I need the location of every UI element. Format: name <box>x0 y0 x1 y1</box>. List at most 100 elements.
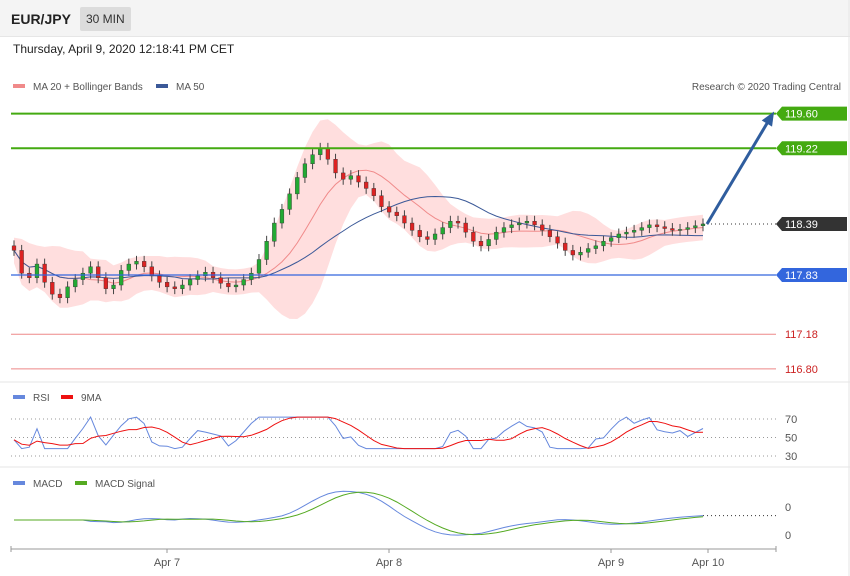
x-tick-label: Apr 7 <box>154 557 180 569</box>
candle-body <box>187 279 193 286</box>
candle-body <box>471 231 476 242</box>
legend-label: MACD <box>33 479 62 490</box>
candle-body <box>448 221 453 228</box>
rsi-tick-label: 30 <box>785 451 797 463</box>
candle-body <box>356 175 361 183</box>
candle-body <box>180 284 185 289</box>
resistance-label: 119.60 <box>785 109 818 121</box>
candle-body <box>65 286 70 298</box>
candle-body <box>379 195 384 207</box>
candle-body <box>409 222 415 231</box>
forecast-arrowhead <box>761 111 775 127</box>
candle-body <box>149 266 154 277</box>
legend-label: MA 20 + Bollinger Bands <box>33 82 143 93</box>
last-price-tag <box>776 216 847 231</box>
pivot-tag <box>776 268 847 283</box>
x-tick-label: Apr 10 <box>692 557 724 569</box>
legend-swatch <box>13 481 25 485</box>
candle-body <box>172 286 177 289</box>
candle-body <box>440 227 445 235</box>
candle-body <box>103 277 108 289</box>
candle-body <box>455 221 461 224</box>
candle-body <box>325 148 330 160</box>
last-price-label: 118.39 <box>785 219 818 231</box>
candle-body <box>157 275 162 283</box>
candle-body <box>241 279 246 286</box>
symbol-title: EUR/JPY <box>11 11 71 27</box>
candle-body <box>425 236 430 240</box>
candle-body <box>195 275 200 280</box>
candle-body <box>249 272 254 280</box>
candle-body <box>662 226 667 229</box>
candle-body <box>264 241 269 260</box>
candle-body <box>563 242 568 251</box>
candle-body <box>654 224 660 227</box>
macd-tick-label: 0 <box>785 502 791 514</box>
candle-body <box>586 248 591 253</box>
legend-swatch <box>75 481 87 485</box>
datetime-label: Thursday, April 9, 2020 12:18:41 PM CET <box>13 42 235 56</box>
candle-body <box>532 221 537 226</box>
candle-body <box>310 154 315 165</box>
candle-body <box>295 177 300 195</box>
candle-body <box>88 266 93 274</box>
legend-label: MACD Signal <box>95 479 155 490</box>
candle-body <box>387 206 392 213</box>
candle-body <box>50 282 55 295</box>
candle-body <box>509 224 514 228</box>
candle-body <box>279 209 285 224</box>
legend-label: 9MA <box>81 393 102 404</box>
candle-body <box>677 229 683 231</box>
legend-swatch <box>13 395 25 399</box>
candle-body <box>256 259 262 274</box>
candle-body <box>639 227 644 231</box>
candle-body <box>272 222 277 242</box>
candle-body <box>478 241 484 247</box>
candle-body <box>486 239 491 247</box>
candle-body <box>96 266 101 278</box>
candle-body <box>134 261 139 265</box>
candle-body <box>524 221 530 224</box>
rsi-line <box>13 416 704 450</box>
candle-body <box>341 172 346 180</box>
rsi-ma-line <box>13 416 704 450</box>
resistance-label: 119.22 <box>785 143 818 155</box>
candle-body <box>647 224 652 228</box>
legend-label: MA 50 <box>176 82 205 93</box>
support-label: 116.80 <box>785 364 818 376</box>
candle-body <box>371 188 376 196</box>
candle-body <box>142 261 147 267</box>
candle-body <box>348 175 353 180</box>
rsi-tick-label: 50 <box>785 433 797 445</box>
candle-body <box>287 193 292 210</box>
candle-body <box>609 237 614 242</box>
x-tick-label: Apr 8 <box>376 557 402 569</box>
candle-body <box>432 233 438 240</box>
candle-body <box>333 159 338 174</box>
candle-body <box>19 250 24 274</box>
candle-body <box>601 241 606 247</box>
candle-body <box>547 230 553 237</box>
resistance-tag <box>776 141 847 156</box>
macd-tick-label: 0 <box>785 530 791 542</box>
legend-swatch <box>156 84 168 88</box>
support-label: 117.18 <box>785 329 818 341</box>
candle-body <box>73 279 78 288</box>
timeframe-button[interactable]: 30 MIN <box>80 7 131 31</box>
candle-body <box>417 230 422 237</box>
candle-body <box>57 293 63 298</box>
candle-body <box>517 222 522 226</box>
candle-body <box>693 225 698 228</box>
candle-body <box>226 283 231 288</box>
candle-body <box>111 284 116 289</box>
candle-body <box>233 284 239 288</box>
rsi-tick-label: 70 <box>785 414 797 426</box>
candle-body <box>164 282 170 288</box>
macd-line <box>14 490 704 536</box>
candle-body <box>218 277 223 284</box>
candle-body <box>501 227 507 233</box>
bollinger-band <box>14 119 703 319</box>
candle-body <box>11 245 17 251</box>
copyright-label: Research © 2020 Trading Central <box>692 82 841 93</box>
